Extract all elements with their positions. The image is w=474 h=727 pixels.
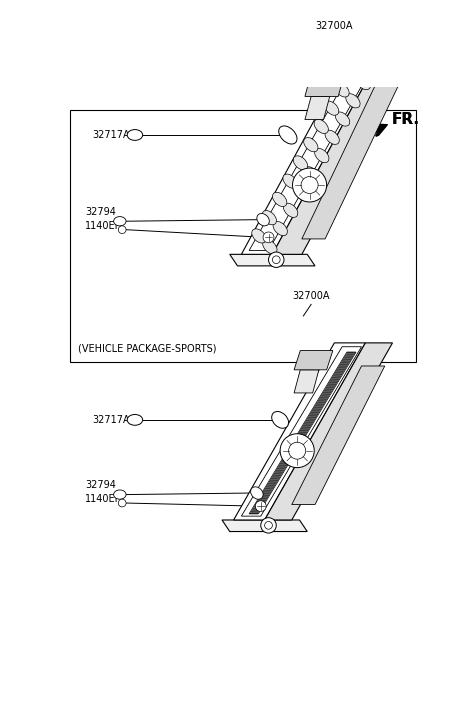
- Polygon shape: [273, 62, 406, 254]
- Ellipse shape: [356, 76, 371, 89]
- Circle shape: [280, 434, 314, 467]
- Ellipse shape: [263, 240, 277, 254]
- Polygon shape: [230, 254, 315, 266]
- Ellipse shape: [283, 174, 297, 188]
- Polygon shape: [294, 370, 319, 393]
- Ellipse shape: [304, 137, 318, 152]
- Ellipse shape: [293, 156, 308, 170]
- Polygon shape: [305, 97, 330, 119]
- Ellipse shape: [325, 130, 339, 145]
- Text: FR.: FR.: [392, 112, 419, 127]
- Circle shape: [118, 499, 126, 507]
- Circle shape: [289, 442, 306, 459]
- Ellipse shape: [114, 490, 126, 499]
- Ellipse shape: [283, 204, 298, 217]
- Ellipse shape: [314, 119, 328, 134]
- Ellipse shape: [251, 487, 263, 499]
- Text: 1140EH: 1140EH: [85, 494, 123, 505]
- Ellipse shape: [273, 222, 287, 236]
- Ellipse shape: [335, 83, 349, 97]
- Polygon shape: [222, 520, 307, 531]
- Ellipse shape: [279, 126, 297, 144]
- Circle shape: [118, 226, 126, 233]
- Ellipse shape: [127, 129, 143, 140]
- Ellipse shape: [273, 193, 287, 206]
- Ellipse shape: [346, 94, 360, 108]
- Text: 32794: 32794: [85, 207, 116, 217]
- Polygon shape: [234, 343, 365, 520]
- Circle shape: [292, 168, 327, 202]
- Ellipse shape: [252, 229, 266, 243]
- Text: 32717A: 32717A: [92, 130, 130, 140]
- Circle shape: [273, 256, 280, 264]
- Polygon shape: [241, 347, 362, 516]
- Polygon shape: [249, 65, 373, 251]
- Ellipse shape: [336, 112, 350, 126]
- Ellipse shape: [272, 411, 289, 428]
- Bar: [70, 110, 416, 361]
- Ellipse shape: [294, 185, 308, 199]
- Polygon shape: [302, 85, 399, 239]
- Circle shape: [255, 501, 266, 512]
- Text: 1140EH: 1140EH: [85, 221, 123, 231]
- Polygon shape: [241, 62, 377, 254]
- Text: 32700A: 32700A: [316, 21, 353, 31]
- Text: 32700A: 32700A: [292, 291, 330, 300]
- Polygon shape: [249, 352, 356, 514]
- Polygon shape: [305, 73, 345, 97]
- Polygon shape: [292, 366, 385, 505]
- Ellipse shape: [114, 217, 126, 226]
- Circle shape: [261, 518, 276, 533]
- Circle shape: [264, 521, 273, 529]
- Ellipse shape: [304, 166, 319, 181]
- Text: FR.: FR.: [392, 112, 419, 127]
- Ellipse shape: [325, 101, 339, 116]
- Polygon shape: [264, 343, 392, 520]
- Text: 32717A: 32717A: [92, 415, 130, 425]
- Ellipse shape: [315, 148, 329, 163]
- Ellipse shape: [262, 211, 276, 225]
- Circle shape: [301, 177, 318, 193]
- Circle shape: [268, 252, 284, 268]
- Ellipse shape: [127, 414, 143, 425]
- Ellipse shape: [345, 65, 359, 79]
- Polygon shape: [294, 350, 333, 370]
- Text: 32794: 32794: [85, 481, 116, 490]
- Circle shape: [263, 232, 274, 243]
- Text: (VEHICLE PACKAGE-SPORTS): (VEHICLE PACKAGE-SPORTS): [78, 343, 216, 353]
- Ellipse shape: [257, 214, 269, 226]
